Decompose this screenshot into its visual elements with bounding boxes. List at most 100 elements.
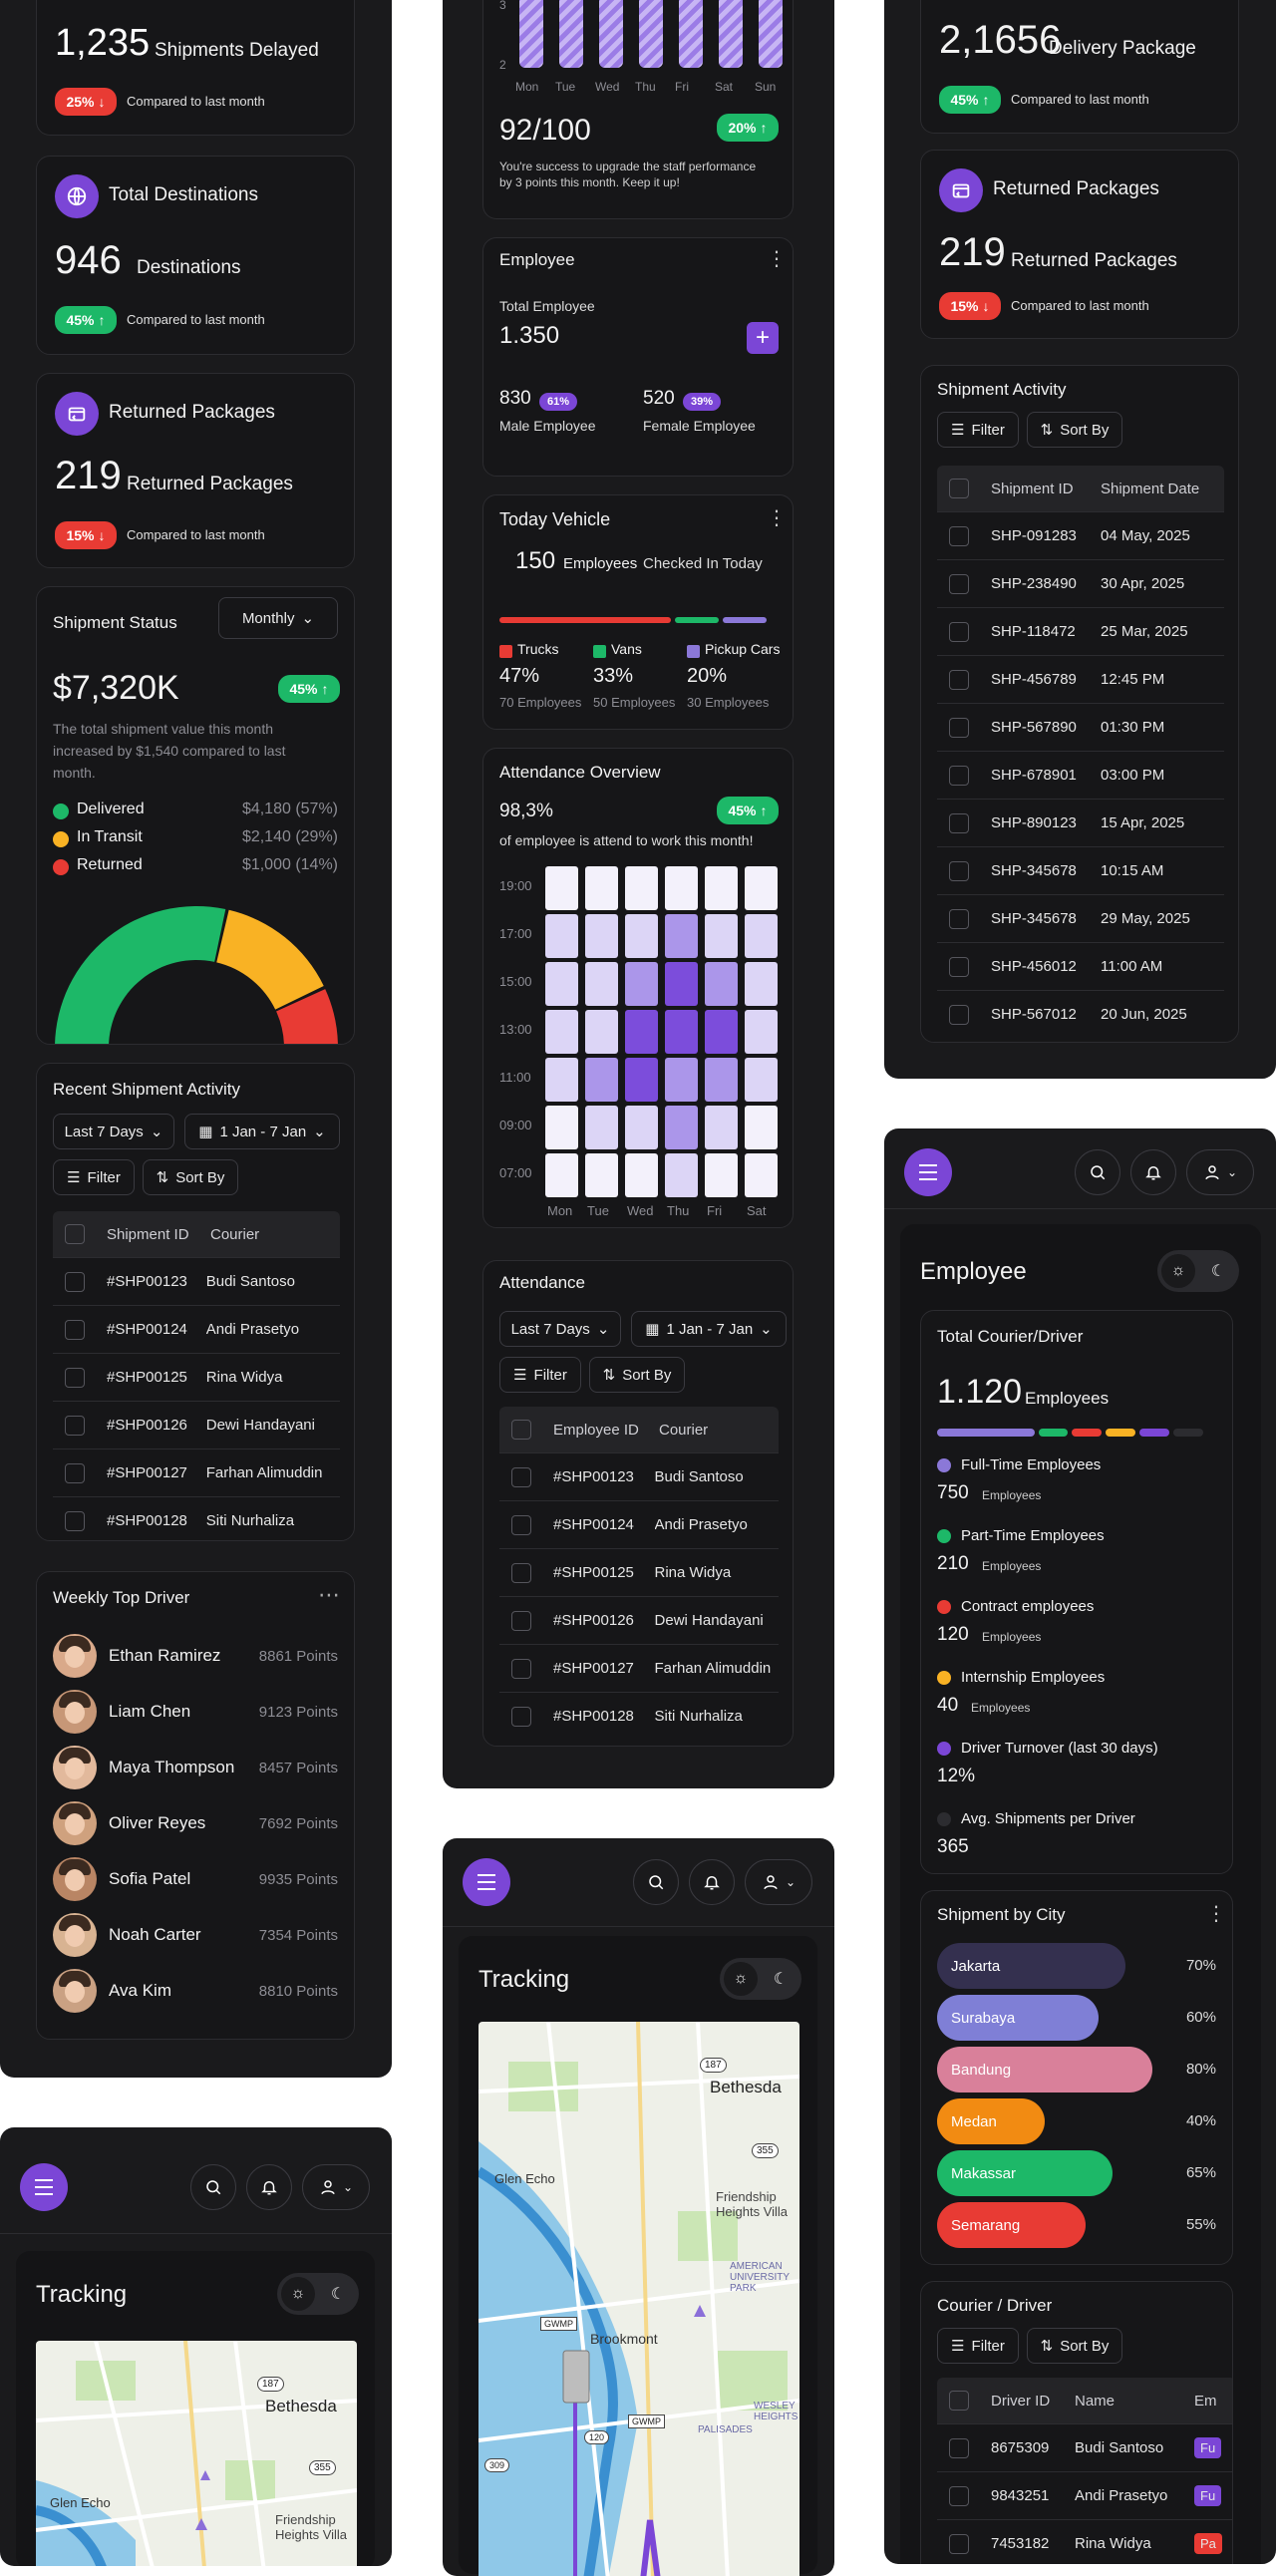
sort-button[interactable]: ⇅ Sort By [1027,2328,1122,2364]
heatmap-cell[interactable] [745,1058,778,1102]
heatmap-cell[interactable] [665,1058,698,1102]
table-row[interactable]: SHP-567012 20 Jun, 2025 [937,990,1224,1038]
heatmap-cell[interactable] [545,914,578,958]
range-dropdown[interactable]: Last 7 Days ⌄ [53,1114,174,1149]
search-icon[interactable] [1075,1149,1120,1195]
sun-icon[interactable]: ☼ [1161,1254,1195,1288]
filter-button[interactable]: ☰ Filter [53,1159,135,1195]
theme-toggle[interactable]: ☼ ☾ [720,1958,801,2000]
tracking-map[interactable]: Bethesda Glen Echo Friendship Heights Vi… [478,2022,799,2576]
moon-icon[interactable]: ☾ [773,1971,789,1988]
driver-name[interactable]: Liam Chen [109,1702,191,1721]
heatmap-cell[interactable] [625,1153,658,1197]
range-dropdown[interactable]: Last 7 Days ⌄ [499,1311,621,1347]
heatmap-cell[interactable] [625,1010,658,1054]
add-employee-button[interactable]: + [747,322,779,354]
sun-icon[interactable]: ☼ [724,1962,758,1996]
row-checkbox[interactable] [65,1271,85,1292]
heatmap-cell[interactable] [585,962,618,1006]
moon-icon[interactable]: ☾ [330,2286,346,2303]
row-checkbox[interactable] [949,765,969,786]
city-bar[interactable]: Bandung [937,2047,1152,2093]
heatmap-cell[interactable] [745,866,778,910]
heatmap-cell[interactable] [745,1010,778,1054]
row-checkbox[interactable] [949,1004,969,1025]
city-bar[interactable]: Surabaya [937,1995,1099,2041]
driver-name[interactable]: Maya Thompson [109,1758,235,1776]
row-checkbox[interactable] [511,1658,531,1679]
row-checkbox[interactable] [65,1462,85,1483]
driver-name[interactable]: Ethan Ramirez [109,1646,221,1665]
heatmap-cell[interactable] [745,962,778,1006]
row-checkbox[interactable] [65,1510,85,1531]
sort-button[interactable]: ⇅ Sort By [589,1357,685,1393]
date-range-picker[interactable]: ▦ 1 Jan - 7 Jan ⌄ [184,1114,340,1149]
sort-button[interactable]: ⇅ Sort By [143,1159,238,1195]
heatmap-cell[interactable] [585,1106,618,1149]
heatmap-cell[interactable] [705,1153,738,1197]
heatmap-cell[interactable] [585,866,618,910]
search-icon[interactable] [190,2164,236,2210]
row-checkbox[interactable] [511,1610,531,1631]
table-row[interactable]: SHP-890123 15 Apr, 2025 [937,799,1224,846]
row-checkbox[interactable] [949,573,969,594]
row-checkbox[interactable] [949,717,969,738]
row-checkbox[interactable] [65,1367,85,1388]
heatmap-cell[interactable] [625,1106,658,1149]
table-row[interactable]: SHP-567890 01:30 PM [937,703,1224,751]
select-all-checkbox[interactable] [949,479,969,498]
heatmap-cell[interactable] [705,1106,738,1149]
row-checkbox[interactable] [511,1514,531,1535]
heatmap-cell[interactable] [625,914,658,958]
select-all-checkbox[interactable] [511,1420,531,1440]
table-row[interactable]: SHP-456012 11:00 AM [937,942,1224,990]
driver-name[interactable]: Noah Carter [109,1925,201,1944]
heatmap-cell[interactable] [545,1153,578,1197]
heatmap-cell[interactable] [625,1058,658,1102]
row-checkbox[interactable] [949,2485,969,2506]
row-checkbox[interactable] [65,1319,85,1340]
table-row[interactable]: SHP-345678 29 May, 2025 [937,894,1224,942]
select-all-checkbox[interactable] [949,2391,969,2411]
sort-button[interactable]: ⇅ Sort By [1027,412,1122,448]
heatmap-cell[interactable] [585,1058,618,1102]
driver-name[interactable]: Oliver Reyes [109,1813,206,1832]
menu-icon[interactable] [904,1148,952,1196]
city-bar[interactable]: Makassar [937,2150,1113,2196]
row-checkbox[interactable] [511,1706,531,1727]
bell-icon[interactable] [1130,1149,1176,1195]
table-row[interactable]: SHP-118472 25 Mar, 2025 [937,607,1224,655]
table-row[interactable]: #SHP00126 Dewi Handayani [53,1401,340,1449]
table-row[interactable]: #SHP00123 Budi Santoso [499,1452,779,1500]
heatmap-cell[interactable] [745,914,778,958]
tracking-map[interactable]: Bethesda Glen Echo Friendship Heights Vi… [36,2341,357,2566]
filter-button[interactable]: ☰ Filter [499,1357,581,1393]
driver-name[interactable]: Sofia Patel [109,1869,191,1888]
heatmap-cell[interactable] [745,1153,778,1197]
more-options-icon[interactable]: ⋮ [767,507,787,529]
menu-icon[interactable] [20,2163,68,2211]
row-checkbox[interactable] [949,525,969,546]
heatmap-cell[interactable] [745,1106,778,1149]
row-checkbox[interactable] [949,669,969,690]
heatmap-cell[interactable] [665,1106,698,1149]
table-row[interactable]: #SHP00123 Budi Santoso [53,1257,340,1305]
heatmap-cell[interactable] [625,962,658,1006]
bell-icon[interactable] [246,2164,292,2210]
period-dropdown[interactable]: Monthly ⌄ [218,597,338,639]
heatmap-cell[interactable] [545,1010,578,1054]
table-row[interactable]: 7453182 Rina Widya Pa [937,2519,1232,2564]
heatmap-cell[interactable] [665,1010,698,1054]
table-row[interactable]: #SHP00125 Rina Widya [53,1353,340,1401]
moon-icon[interactable]: ☾ [1210,1263,1226,1280]
more-options-icon[interactable]: ⋮ [1206,1903,1226,1925]
heatmap-cell[interactable] [545,1106,578,1149]
heatmap-cell[interactable] [545,1058,578,1102]
heatmap-cell[interactable] [705,866,738,910]
sun-icon[interactable]: ☼ [281,2277,315,2311]
heatmap-cell[interactable] [545,866,578,910]
row-checkbox[interactable] [949,621,969,642]
city-bar[interactable]: Medan [937,2098,1045,2144]
theme-toggle[interactable]: ☼ ☾ [277,2273,359,2315]
heatmap-cell[interactable] [705,1058,738,1102]
